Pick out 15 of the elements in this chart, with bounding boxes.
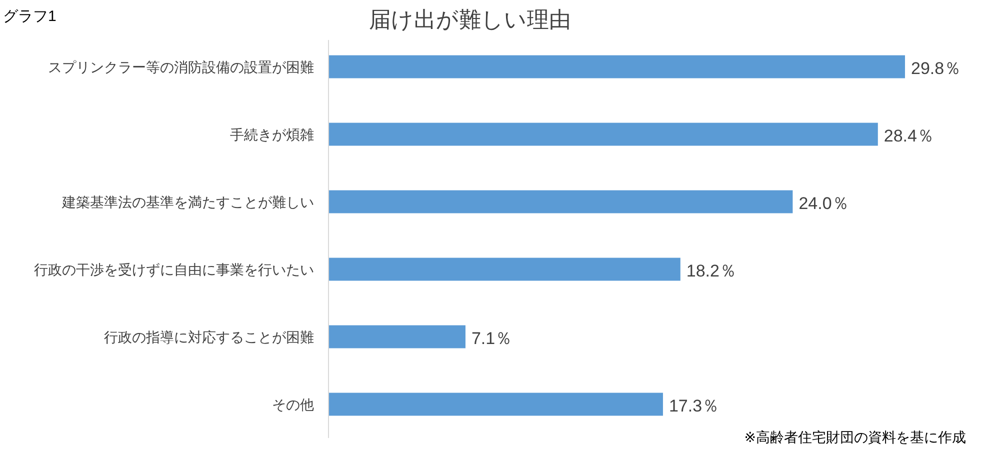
value-label: 18.2％: [686, 261, 736, 280]
category-label: 行政の干渉を受けずに自由に事業を行いたい: [34, 261, 314, 278]
title: 届け出が難しい理由: [369, 7, 571, 32]
annotation: ※高齢者住宅財団の資料を基に作成: [744, 429, 966, 445]
value-label: 17.3％: [668, 396, 720, 416]
category-label: スプリンクラー等の消防設備の設置が困難: [48, 58, 314, 75]
category-label: その他: [272, 396, 314, 412]
value-label: 24.0％: [798, 194, 849, 213]
value-label: 7.1％: [471, 328, 512, 348]
category-label: 行政の指導に対応することが困難: [104, 328, 314, 345]
value-label: 28.4％: [884, 126, 934, 146]
category-label: 建築基準法の基準を満たすことが難しい: [62, 194, 314, 210]
category-label: 手続きが煩雑: [230, 126, 314, 142]
annotation: グラフ1: [3, 8, 56, 25]
value-label: 29.8％: [911, 58, 962, 78]
